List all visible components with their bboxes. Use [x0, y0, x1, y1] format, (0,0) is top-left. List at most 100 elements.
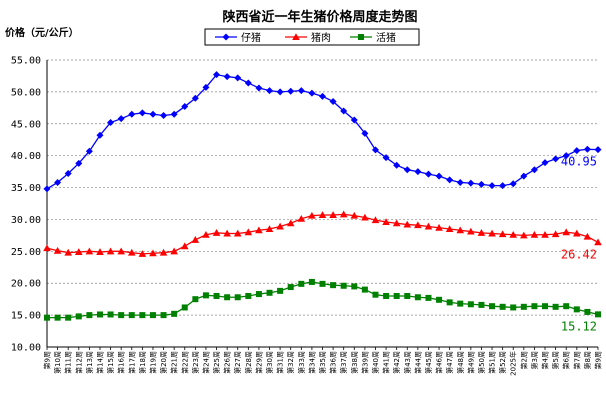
data-point: [510, 304, 517, 311]
x-tick-label: 第5周: [551, 351, 560, 369]
data-point: [287, 284, 294, 291]
data-point: [181, 304, 188, 311]
data-point: [255, 226, 263, 234]
data-point: [118, 312, 125, 319]
data-point: [467, 227, 475, 235]
end-labels: 40.95 26.42 15.12: [561, 155, 597, 334]
data-point: [159, 248, 168, 256]
x-tick-label: 2025年: [509, 351, 518, 376]
end-value-label: 26.42: [561, 247, 597, 261]
data-point: [213, 292, 220, 299]
data-point: [96, 248, 104, 255]
x-tick-label: 第12周: [74, 351, 83, 374]
data-point: [467, 301, 474, 308]
data-point: [457, 300, 464, 307]
data-point: [340, 107, 348, 115]
data-point: [245, 292, 252, 299]
data-point: [584, 308, 591, 315]
x-tick-label: 第9周: [43, 351, 52, 369]
data-point: [127, 248, 136, 256]
data-point: [403, 166, 411, 174]
data-point: [382, 218, 390, 225]
y-tick-label: 40.00: [11, 151, 41, 162]
data-point: [244, 228, 253, 236]
x-tick-label: 第21周: [170, 351, 179, 374]
legend-marker: [222, 33, 230, 41]
data-point: [191, 94, 199, 102]
data-point: [509, 180, 517, 188]
data-point: [234, 294, 241, 301]
data-point: [541, 159, 549, 167]
data-point: [361, 213, 369, 221]
data-point: [244, 79, 252, 87]
x-tick-label: 第33周: [297, 351, 306, 374]
data-point: [393, 292, 400, 299]
data-point: [266, 289, 273, 296]
x-tick-label: 第52周: [498, 351, 507, 374]
data-point: [276, 88, 284, 96]
data-point: [276, 222, 284, 230]
y-tick-label: 30.00: [11, 215, 41, 226]
x-tick-label: 第32周: [286, 351, 295, 374]
x-tick-label: 第49周: [466, 351, 475, 374]
data-point: [213, 71, 221, 79]
data-point: [573, 306, 580, 313]
x-tick-label: 第8周: [583, 351, 592, 369]
data-point: [498, 230, 507, 238]
x-tick-label: 第18周: [138, 351, 147, 374]
legend-label: 活猪: [376, 32, 396, 44]
data-point: [223, 229, 231, 237]
data-point: [308, 211, 316, 219]
data-point: [350, 116, 358, 124]
data-point: [530, 166, 538, 174]
x-tick-label: 第27周: [233, 351, 242, 374]
legend-marker: [292, 33, 300, 40]
series-group: [43, 71, 602, 321]
data-point: [330, 282, 337, 289]
y-tick-label: 35.00: [11, 183, 41, 194]
data-point: [562, 152, 570, 160]
data-point: [75, 159, 83, 167]
data-point: [361, 129, 369, 137]
x-tick-label: 第41周: [382, 351, 391, 374]
data-point: [277, 287, 284, 294]
x-tick-label: 第36周: [329, 351, 338, 374]
x-tick-label: 第31周: [276, 351, 285, 374]
data-point: [266, 87, 274, 95]
x-tick-label: 第46周: [435, 351, 444, 374]
x-tick-label: 第14周: [95, 351, 104, 374]
data-point: [520, 231, 528, 239]
x-tick-label: 第20周: [159, 351, 168, 374]
data-point: [149, 110, 157, 118]
data-point: [202, 230, 210, 238]
data-point: [265, 225, 274, 233]
y-tick-label: 55.00: [11, 56, 41, 67]
x-tick-label: 第38周: [350, 351, 359, 374]
x-tick-label: 第43周: [403, 351, 412, 374]
series-1: [43, 210, 602, 257]
data-point: [160, 111, 168, 119]
data-point: [255, 291, 262, 298]
x-tick-label: 第11周: [64, 351, 73, 374]
x-tick-label: 第47周: [445, 351, 454, 374]
x-tick-label: 第3周: [530, 351, 539, 369]
data-point: [488, 182, 496, 190]
legend-box: [204, 28, 420, 46]
data-point: [551, 230, 560, 238]
end-value-label: 40.95: [561, 155, 597, 169]
data-point: [54, 178, 62, 186]
data-point: [308, 89, 316, 97]
y-axis-label: 价格（元/公斤）: [5, 26, 79, 39]
data-point: [456, 178, 464, 186]
data-point: [65, 314, 72, 321]
data-point: [371, 146, 379, 154]
x-axis-ticks: 第9周 第10周 第11周 第12周 第13周 第14周 第15周 第16周 第17周 第18周第…: [43, 347, 603, 376]
data-point: [287, 87, 295, 95]
y-axis-ticks: 10.00 15.00 20.00 25.00 30.00 35.00 40.00 45.00…: [11, 56, 41, 354]
data-point: [74, 248, 83, 255]
data-point: [234, 74, 242, 82]
data-point: [329, 211, 337, 218]
chart-title: 陕西省近一年生猪价格周度走势图: [222, 9, 417, 25]
